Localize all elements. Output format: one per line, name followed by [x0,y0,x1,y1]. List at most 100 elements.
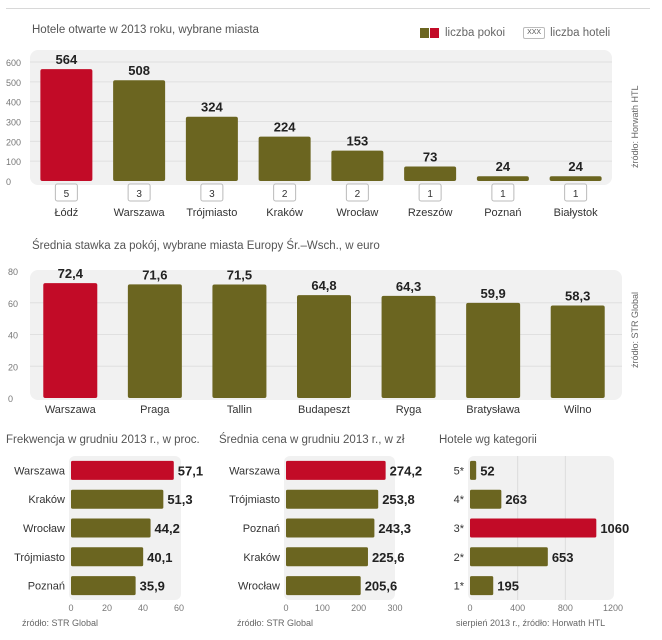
chart1-category-label: Trójmiasto [186,207,237,219]
chart5-category-label: 3* [454,523,465,535]
chart2-value-label: 59,9 [480,286,505,301]
chart1-bar [404,166,457,181]
chart5-value-label: 653 [552,550,574,565]
chart3-value-label: 35,9 [140,579,165,594]
chart3-xtick-label: 40 [138,603,148,613]
chart4-bar [286,489,379,509]
chart1-hotel-count-box [54,183,78,202]
chart1-hotel-count-box [273,183,297,202]
chart4-source: źródło: STR Global [237,618,314,628]
chart2-value-label: 58,3 [565,288,590,303]
chart2-bar [43,283,98,398]
chart2-value-label: 64,8 [311,278,336,293]
chart4-bar [286,460,386,480]
chart2-category-label: Praga [140,404,170,416]
chart2-bar [212,284,267,398]
chart4-bar [286,547,368,567]
chart4-value-label: 205,6 [365,579,398,594]
chart1-ytick-label: 100 [6,157,21,167]
chart5-category-label: 1* [454,581,465,593]
chart4-category-label: Trójmiasto [229,494,280,506]
chart1-hotel-count: 1 [573,189,579,200]
chart3-xtick-label: 20 [102,603,112,613]
chart3-bar [71,547,144,567]
chart2-value-label: 71,5 [227,267,252,282]
chart2-category-label: Budapeszt [298,404,350,416]
chart4-xtick-label: 0 [283,603,288,613]
chart5-xtick-label: 800 [558,603,573,613]
chart1-category-label: Białystok [554,207,599,219]
chart3-category-label: Warszawa [14,465,66,477]
chart1-category-label: Wrocław [336,207,378,219]
chart1-category-label: Warszawa [114,207,166,219]
chart3-bar [71,489,164,509]
chart1-ytick-label: 600 [6,58,21,68]
chart2-category-label: Bratysława [466,404,521,416]
chart1-value-label: 153 [347,134,369,149]
chart4-xtick-label: 100 [315,603,330,613]
chart1-hotel-count: 3 [136,189,142,200]
chart1-bar [40,69,93,181]
chart2-ytick-label: 80 [8,267,18,277]
chart1-value-label: 73 [423,150,437,165]
chart1-ytick-label: 0 [6,177,11,187]
chart5-value-label: 195 [497,579,519,594]
chart1-title: Hotele otwarte w 2013 roku, wybrane mias… [32,24,259,36]
chart4-value-label: 274,2 [390,463,423,478]
chart2-ytick-label: 60 [8,299,18,309]
legend-swatch-olive [420,28,429,38]
chart1-bar [258,136,311,181]
chart2-value-label: 72,4 [58,266,84,281]
chart2-ytick-label: 20 [8,362,18,372]
chart5-category-label: 4* [454,494,465,506]
chart4-bar [286,576,361,596]
legend-hotels-label: liczba hoteli [550,27,611,39]
chart1-category-label: Kraków [266,207,303,219]
chart3-value-label: 51,3 [167,492,192,507]
chart5-xtick-label: 1200 [603,603,623,613]
chart1-hotel-count-box [345,183,369,202]
chart5-bar [470,547,548,567]
chart2-bar [381,295,436,398]
chart1-hotel-count: 3 [209,189,215,200]
chart2-bar [466,302,521,398]
chart4-value-label: 253,8 [382,492,415,507]
chart1-ytick-label: 200 [6,137,21,147]
chart3-xtick-label: 60 [174,603,184,613]
chart5-category-label: 5* [454,465,465,477]
chart2-bar [127,284,182,398]
chart1-bar [185,116,238,181]
chart4-value-label: 225,6 [372,550,405,565]
chart1-hotel-count-box [418,183,442,202]
chart5-category-label: 2* [454,552,465,564]
chart1-ytick-label: 300 [6,118,21,128]
chart1-bar [476,176,529,181]
chart3-bar [71,576,136,596]
chart3-bar [71,460,174,480]
chart3-title: Frekwencja w grudniu 2013 r., w proc. [6,434,200,446]
chart2-category-label: Tallin [227,404,252,416]
chart4-bar [286,518,375,538]
chart3-category-label: Kraków [28,494,65,506]
chart3-value-label: 40,1 [147,550,172,565]
chart2-ytick-label: 40 [8,331,18,341]
chart5-bar [470,489,502,509]
chart3-category-label: Poznań [28,581,65,593]
chart2-value-label: 64,3 [396,279,421,294]
chart4-title: Średnia cena w grudniu 2013 r., w zł [219,434,405,446]
chart2-ytick-label: 0 [8,394,13,404]
chart1-bar [331,150,384,181]
legend-hotels-box: XXX [523,27,546,39]
chart2-title: Średnia stawka za pokój, wybrane miasta … [32,240,380,252]
chart1-category-label: Łódź [54,207,78,219]
chart1-category-label: Poznań [484,207,521,219]
chart4-category-label: Poznań [243,523,280,535]
chart3-category-label: Wrocław [23,523,65,535]
chart1-hotel-count-box [491,183,515,202]
chart5-value-label: 52 [480,463,494,478]
chart4-category-label: Kraków [243,552,280,564]
chart3-category-label: Trójmiasto [14,552,65,564]
chart4-xtick-label: 200 [351,603,366,613]
chart1-value-label: 564 [56,52,78,67]
chart1-value-label: 508 [128,63,150,78]
